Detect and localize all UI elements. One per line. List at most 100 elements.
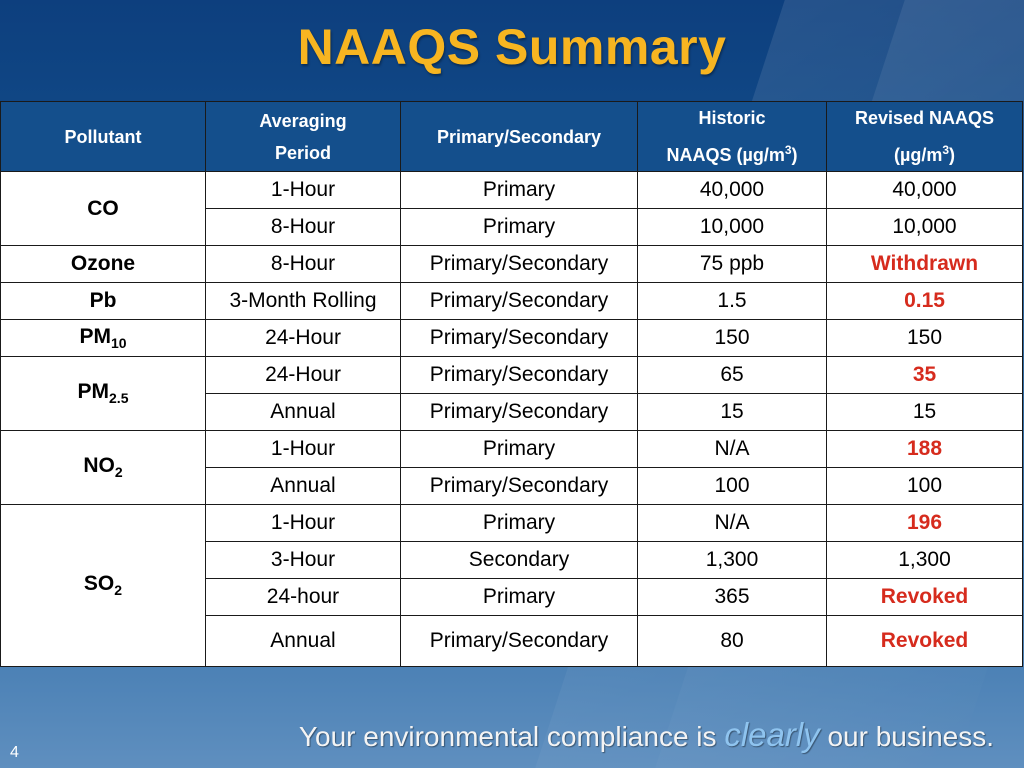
header-historic-line2: NAAQS (µg/m [666,145,785,165]
cell-period: 8-Hour [205,208,401,246]
cell-period: Annual [205,615,401,667]
cell-historic: 80 [637,615,827,667]
pollutant-ozone: Ozone [0,245,206,283]
cell-historic: 365 [637,578,827,616]
table-header-row: Pollutant Averaging Period Primary/Second… [0,101,1023,172]
cell-revised: Revoked [826,578,1023,616]
cell-type: Primary/Secondary [400,393,638,431]
cell-type: Secondary [400,541,638,579]
page-number: 4 [10,744,19,761]
no2-sub: 2 [114,464,123,481]
header-historic-line1: Historic [698,108,766,128]
table-row: Ozone 8-Hour Primary/Secondary 75 ppb Wi… [0,245,1023,283]
cell-historic: 65 [637,356,827,394]
cell-type: Primary [400,504,638,542]
table-row: 3-Hour Secondary 1,300 1,300 [1,541,1023,579]
header-revised-line1: Revised NAAQS [854,108,995,128]
table-row: PM2.5 24-Hour Primary/Secondary 65 35 [0,356,1023,431]
table-row: SO2 1-Hour Primary N/A 196 [0,504,1023,667]
cell-type: Primary [400,208,638,246]
header-period-line2: Period [274,142,331,163]
cell-historic: 150 [637,319,827,357]
cell-period: 1-Hour [205,171,401,209]
cell-period: Annual [205,393,401,431]
cell-historic: 1,300 [637,541,827,579]
cell-revised: 196 [826,504,1023,542]
cell-historic: 1.5 [637,282,827,320]
cell-type: Primary/Secondary [400,319,638,357]
table-row: Annual Primary/Secondary 15 15 [1,393,1023,431]
cell-type: Primary/Secondary [400,615,638,667]
cell-period: 3-Month Rolling [205,282,401,320]
cell-period: 1-Hour [205,504,401,542]
cell-revised: 150 [826,319,1023,357]
cell-period: 1-Hour [205,430,401,468]
header-historic-end: ) [791,145,798,165]
cell-revised: 15 [826,393,1023,431]
cell-historic: 10,000 [637,208,827,246]
cell-period: 24-Hour [205,356,401,394]
table-row: CO 1-Hour Primary 40,000 40,000 [0,171,1023,246]
cell-type: Primary/Secondary [400,245,638,283]
header-historic-sup: 3 [784,143,792,157]
cell-revised: Withdrawn [826,245,1023,283]
cell-period: 24-Hour [205,319,401,357]
pm10-sub: 10 [110,335,127,352]
no2-base: NO [83,454,115,478]
header-revised-line2: (µg/m [893,145,943,165]
pollutant-co: CO [0,171,206,246]
cell-type: Primary [400,171,638,209]
slide-title: NAAQS Summary [297,19,727,75]
cell-type: Primary/Secondary [400,467,638,505]
header-primary-secondary: Primary/Secondary [400,101,638,172]
cell-period: 3-Hour [205,541,401,579]
pollutant-pm10: PM10 [0,319,206,357]
header-revised-sup: 3 [942,143,950,157]
cell-revised: 35 [826,356,1023,394]
cell-historic: N/A [637,504,827,542]
cell-historic: 75 ppb [637,245,827,283]
footer-slogan: Your environmental compliance is clearly… [299,716,994,754]
cell-period: Annual [205,467,401,505]
table-row: 8-Hour Primary 10,000 10,000 [1,208,1023,246]
cell-revised: 100 [826,467,1023,505]
pollutant-pm25: PM2.5 [0,356,206,431]
pollutant-so2: SO2 [0,504,206,667]
cell-period: 24-hour [205,578,401,616]
cell-revised: 40,000 [826,171,1023,209]
pm25-sub: 2.5 [109,390,129,407]
so2-base: SO [83,572,115,596]
cell-revised: 0.15 [826,282,1023,320]
cell-historic: N/A [637,430,827,468]
table-row: PM10 24-Hour Primary/Secondary 150 150 [0,319,1023,357]
header-averaging-period: Averaging Period [205,101,401,172]
table-row: Annual Primary/Secondary 80 Revoked [1,615,1023,667]
table-row: Annual Primary/Secondary 100 100 [1,467,1023,505]
pm25-base: PM [77,380,110,404]
so2-sub: 2 [114,582,123,599]
table-row: Pb 3-Month Rolling Primary/Secondary 1.5… [0,282,1023,320]
header-historic: Historic NAAQS (µg/m3) [637,101,827,172]
header-revised-end: ) [949,145,956,165]
cell-historic: 15 [637,393,827,431]
cell-revised: 1,300 [826,541,1023,579]
slogan-emphasis: clearly [724,716,820,753]
header-period-line1: Averaging [259,110,347,131]
cell-type: Primary/Secondary [400,356,638,394]
header-pollutant: Pollutant [0,101,206,172]
table-row: NO2 1-Hour Primary N/A 188 [0,430,1023,505]
slogan-post: our business. [819,721,994,752]
cell-period: 8-Hour [205,245,401,283]
pollutant-pb: Pb [0,282,206,320]
pollutant-no2: NO2 [0,430,206,505]
slogan-pre: Your environmental compliance is [298,721,725,752]
cell-revised: 188 [826,430,1023,468]
cell-type: Primary/Secondary [400,282,638,320]
cell-historic: 100 [637,467,827,505]
naaqs-table: Pollutant Averaging Period Primary/Second… [0,101,1023,667]
cell-type: Primary [400,578,638,616]
cell-historic: 40,000 [637,171,827,209]
header-revised: Revised NAAQS (µg/m3) [826,101,1023,172]
cell-type: Primary [400,430,638,468]
cell-revised: 10,000 [826,208,1023,246]
